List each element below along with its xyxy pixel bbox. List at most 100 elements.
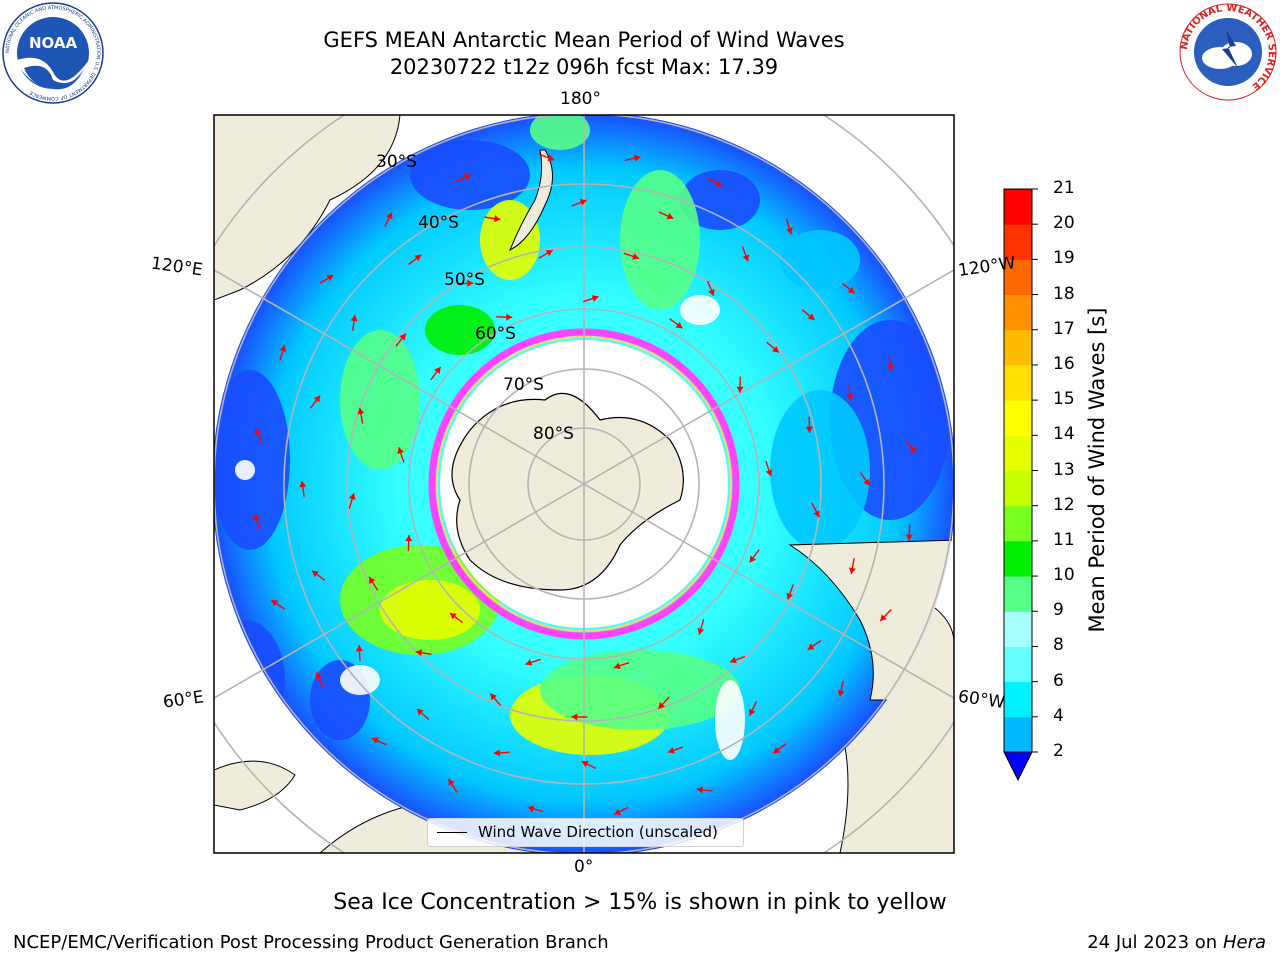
colorbar-under-extension (1003, 751, 1033, 782)
map-frame (213, 114, 955, 854)
colorbar-tick-label: 18 (1053, 283, 1075, 304)
wind-arrow-head (525, 659, 533, 666)
wind-arrow-head (493, 749, 501, 757)
colorbar-tick-label: 2 (1053, 741, 1064, 761)
footer-organization: NCEP/EMC/Verification Post Processing Pr… (13, 932, 609, 953)
wind-arrow-head (348, 493, 356, 500)
colorbar-tick-label: 12 (1053, 494, 1075, 515)
wave-period-region (214, 370, 290, 550)
wind-arrow-head (415, 649, 423, 657)
noaa-logo: NOAA NATIONAL OCEANIC AND ATMOSPHERIC AD… (2, 2, 104, 104)
wind-arrow-head (613, 662, 621, 670)
colorbar-label: Mean Period of Wind Waves [s] (1085, 307, 1109, 633)
wind-arrow-head (786, 227, 793, 235)
legend-line-sample (437, 832, 467, 833)
wind-arrow-head (311, 570, 319, 578)
colorbar-tick-label: 15 (1053, 389, 1075, 410)
colorbar (1003, 188, 1038, 782)
colorbar-tick-label: 8 (1053, 635, 1064, 656)
wind-arrow-head (493, 215, 501, 223)
colorbar-tick-label: 10 (1053, 565, 1075, 586)
wind-arrow-head (749, 555, 757, 563)
wave-period-region (340, 330, 420, 470)
chart-title-line1: GEFS MEAN Antarctic Mean Period of Wind … (323, 28, 845, 52)
colorbar-segment (1004, 576, 1032, 612)
colorbar-tick-label: 20 (1053, 213, 1075, 234)
wave-period-region (530, 115, 590, 150)
colorbar-tick-label: 16 (1053, 353, 1075, 374)
wave-period-region (235, 460, 255, 480)
wind-arrow-head (807, 313, 815, 320)
lat-label-80s: 80°S (533, 424, 574, 444)
legend-text: Wind Wave Direction (unscaled) (478, 823, 718, 841)
wind-arrow-head (254, 428, 261, 436)
colorbar-segment (1004, 681, 1032, 718)
wind-arrow-head (399, 333, 406, 341)
colorbar-tick-label: 19 (1053, 248, 1075, 269)
wave-period-region (680, 295, 720, 325)
colorbar-tick-label: 9 (1053, 600, 1064, 621)
wind-arrow-head (279, 345, 287, 352)
lat-label-60s: 60°S (475, 324, 516, 344)
lat-label-50s: 50°S (444, 270, 485, 290)
colorbar-segment (1004, 400, 1032, 436)
wave-period-region (680, 170, 760, 230)
wave-period-region (540, 650, 740, 730)
wind-arrow-head (675, 321, 683, 329)
wind-arrow-head (909, 445, 917, 453)
wind-arrow-head (667, 747, 675, 754)
colorbar-tick-label: 13 (1053, 459, 1075, 480)
colorbar-segment (1004, 716, 1032, 753)
wind-arrow-head (632, 253, 639, 260)
lon-label-top: 180° (560, 89, 601, 109)
nws-logo: NATIONAL WEATHER SERVICE (1179, 3, 1277, 101)
graticule (214, 115, 954, 853)
wave-period-region (340, 665, 380, 695)
wind-arrow-head (369, 576, 376, 584)
wind-arrow-head (805, 426, 813, 433)
wind-arrow-head (434, 366, 441, 374)
wind-arrow-head (848, 567, 856, 575)
wind-arrow-head (350, 314, 358, 322)
colorbar-segment (1004, 470, 1032, 507)
wind-arrow-head (591, 295, 599, 302)
wind-arrow-head (313, 395, 321, 403)
wind-arrow-head (749, 708, 756, 716)
wind-arrow-head (467, 279, 474, 287)
colorbar-tick-label: 21 (1053, 178, 1075, 198)
wave-period-region (380, 580, 480, 640)
footer-date: 24 Jul 2023 on Hera (1087, 932, 1266, 953)
wind-arrow-head (880, 614, 887, 621)
wind-arrow-head (708, 288, 715, 296)
wind-arrow-head (614, 808, 622, 815)
map-legend: Wind Wave Direction (unscaled) (427, 818, 744, 847)
sea-ice-footnote: Sea Ice Concentration > 15% is shown in … (333, 890, 947, 915)
wind-arrow-head (813, 510, 820, 518)
lat-label-30s: 30°S (376, 152, 417, 172)
wave-period-region (620, 170, 700, 310)
wind-arrow-head (527, 805, 535, 813)
land-australia (214, 115, 401, 301)
colorbar-segment (1004, 189, 1032, 225)
svg-text:NOAA: NOAA (29, 34, 78, 52)
colorbar-tick-label: 4 (1053, 705, 1064, 726)
wind-arrow-head (771, 345, 779, 353)
wind-arrow-head (773, 746, 781, 754)
colorbar-segment (1004, 294, 1032, 331)
wind-arrow-head (846, 394, 854, 401)
wind-arrow-head (697, 627, 705, 635)
colorbar-segment (1004, 259, 1032, 296)
wind-arrow-head (807, 643, 815, 650)
wind-arrow-head (490, 693, 497, 701)
wind-arrow-head (506, 313, 513, 321)
chart-title-line2: 20230722 t12z 096h fcst Max: 17.39 (389, 55, 779, 79)
wind-arrow-head (357, 407, 365, 415)
wave-period-blobs (214, 115, 950, 760)
wind-arrow-head (386, 212, 393, 220)
colorbar-segment (1004, 611, 1032, 647)
wind-arrow-head (416, 708, 424, 716)
wind-arrow-head (666, 212, 674, 220)
colorbar-segment (1004, 364, 1032, 401)
wind-arrow-head (397, 447, 405, 455)
wind-arrow-head (371, 737, 379, 744)
